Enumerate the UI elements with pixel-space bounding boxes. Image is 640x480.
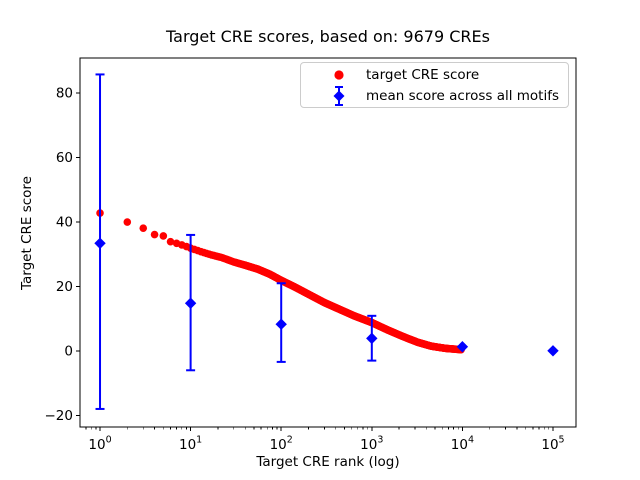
legend-item-target-score: target CRE score xyxy=(301,64,568,85)
red-series-target-cre-score xyxy=(96,209,465,354)
red-dot-icon xyxy=(321,69,357,81)
blue-series-mean-score xyxy=(94,73,559,410)
chart-title: Target CRE scores, based on: 9679 CREs xyxy=(166,27,490,46)
svg-text:105: 105 xyxy=(541,435,564,454)
svg-text:40: 40 xyxy=(56,215,73,231)
svg-text:101: 101 xyxy=(179,435,202,454)
svg-text:0: 0 xyxy=(64,343,73,359)
svg-text:103: 103 xyxy=(360,435,383,454)
svg-text:100: 100 xyxy=(88,435,111,454)
svg-text:104: 104 xyxy=(451,435,474,454)
axis-ticks xyxy=(76,92,554,431)
plot-frame xyxy=(79,57,577,428)
y-axis-label: Target CRE score xyxy=(19,176,35,290)
svg-text:80: 80 xyxy=(56,86,73,102)
legend-item-mean-score: mean score across all motifs xyxy=(301,85,568,106)
svg-text:60: 60 xyxy=(56,150,73,166)
x-axis-label: Target CRE rank (log) xyxy=(256,454,400,470)
legend-label: target CRE score xyxy=(366,66,480,83)
svg-text:−20: −20 xyxy=(45,408,74,424)
svg-text:20: 20 xyxy=(56,279,73,295)
y-tick-labels: −20 0 20 40 60 80 xyxy=(45,86,74,424)
x-tick-labels: 100 101 102 103 104 105 xyxy=(88,435,564,454)
legend-label: mean score across all motifs xyxy=(366,87,560,104)
svg-text:102: 102 xyxy=(270,435,293,454)
legend: target CRE score mean score across all m… xyxy=(300,62,569,108)
blue-diamond-errorbar-icon xyxy=(321,85,357,107)
